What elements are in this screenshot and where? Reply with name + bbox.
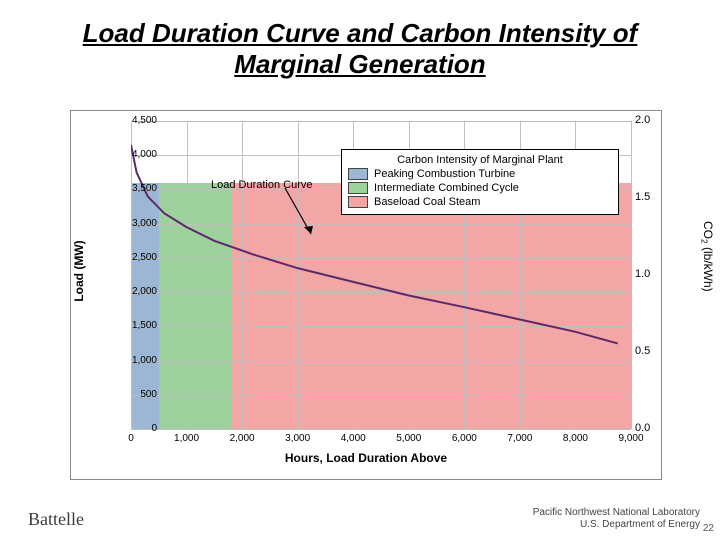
x-tick: 7,000 <box>507 433 532 444</box>
battelle-logo: Battelle <box>28 509 84 530</box>
x-tick: 1,000 <box>174 433 199 444</box>
swatch-icon <box>348 196 368 208</box>
legend-label: Intermediate Combined Cycle <box>374 182 519 194</box>
y2-tick: 0.5 <box>635 345 671 357</box>
legend-label: Peaking Combustion Turbine <box>374 168 515 180</box>
legend-label: Baseload Coal Steam <box>374 196 480 208</box>
legend-title: Carbon Intensity of Marginal Plant <box>348 154 612 166</box>
legend-item-inter: Intermediate Combined Cycle <box>348 182 612 194</box>
legend-item-peak: Peaking Combustion Turbine <box>348 168 612 180</box>
legend: Carbon Intensity of Marginal Plant Peaki… <box>341 149 619 215</box>
y-axis-label: Load (MW) <box>72 240 86 301</box>
y-tick: 4,000 <box>105 149 157 160</box>
page-number: 22 <box>703 523 714 534</box>
y2-tick: 1.0 <box>635 268 671 280</box>
y-tick: 2,000 <box>105 286 157 297</box>
footer: Battelle Pacific Northwest National Labo… <box>28 502 700 530</box>
y-tick: 500 <box>105 389 157 400</box>
x-tick: 5,000 <box>396 433 421 444</box>
legend-item-base: Baseload Coal Steam <box>348 196 612 208</box>
swatch-icon <box>348 182 368 194</box>
y2-axis-label: CO2 (lb/kWh) <box>700 221 715 292</box>
chart: Load (MW) Hours, Load Duration Above CO2… <box>70 110 662 480</box>
y-tick: 4,500 <box>105 115 157 126</box>
swatch-icon <box>348 168 368 180</box>
x-tick: 9,000 <box>618 433 643 444</box>
pnl-text: Pacific Northwest National Laboratory <box>533 507 700 519</box>
plot-area: Load Duration Curve Carbon Intensity of … <box>131 121 631 429</box>
doe-text: U.S. Department of Energy <box>580 519 700 531</box>
y-tick: 3,000 <box>105 218 157 229</box>
x-tick: 2,000 <box>230 433 255 444</box>
x-tick: 3,000 <box>285 433 310 444</box>
x-tick: 4,000 <box>341 433 366 444</box>
x-tick: 6,000 <box>452 433 477 444</box>
slide: Load Duration Curve and Carbon Intensity… <box>0 0 720 540</box>
y-tick: 3,500 <box>105 183 157 194</box>
page-title: Load Duration Curve and Carbon Intensity… <box>40 18 680 79</box>
y2-tick: 2.0 <box>635 114 671 126</box>
y-tick: 2,500 <box>105 252 157 263</box>
x-tick: 8,000 <box>563 433 588 444</box>
y-tick: 1,500 <box>105 320 157 331</box>
y-tick: 1,000 <box>105 355 157 366</box>
y2-tick: 1.5 <box>635 191 671 203</box>
lab-logos: Pacific Northwest National Laboratory U.… <box>533 507 700 530</box>
x-tick: 0 <box>128 433 134 444</box>
x-axis-label: Hours, Load Duration Above <box>71 451 661 465</box>
arrow-icon <box>281 184 321 244</box>
